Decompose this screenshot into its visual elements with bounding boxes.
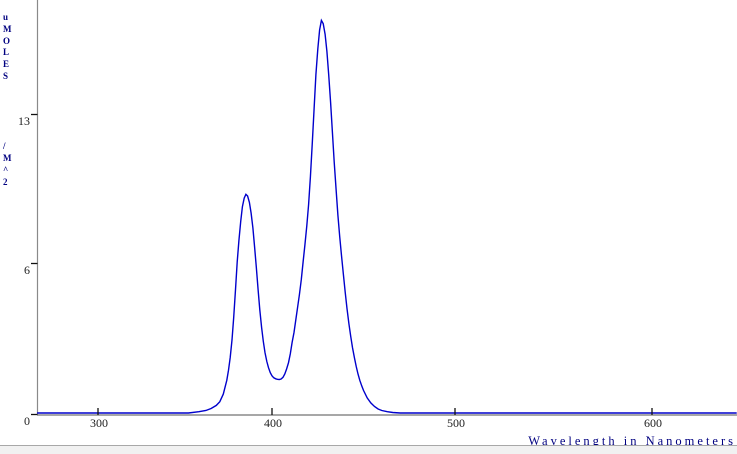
y-axis-unit-glyph: 2 — [3, 177, 8, 187]
y-tick-label: 0 — [24, 414, 30, 428]
y-tick-label: 6 — [24, 263, 30, 277]
y-axis-unit-glyph: L — [3, 47, 10, 57]
y-axis-unit-glyph: u — [3, 12, 9, 22]
x-tick-label: 400 — [264, 416, 282, 430]
x-axis-title: Wavelength in Nanometers — [528, 434, 736, 448]
window-bottom-strip — [0, 445, 737, 454]
y-axis-unit-glyph: M — [3, 153, 12, 163]
y-tick-label: 13 — [18, 114, 30, 128]
y-axis-unit-glyph: O — [3, 36, 11, 46]
x-tick-label: 600 — [644, 416, 662, 430]
y-axis-unit-glyph: E — [3, 59, 10, 69]
y-axis-unit-glyph: S — [3, 71, 9, 81]
x-tick-label: 300 — [90, 416, 108, 430]
x-tick-label: 500 — [447, 416, 465, 430]
y-axis-unit-glyph: M — [3, 24, 12, 34]
y-axis-unit-glyph: ^ — [3, 165, 9, 175]
y-axis-unit-glyph: / — [3, 141, 6, 151]
spectrum-curve — [37, 18, 737, 414]
